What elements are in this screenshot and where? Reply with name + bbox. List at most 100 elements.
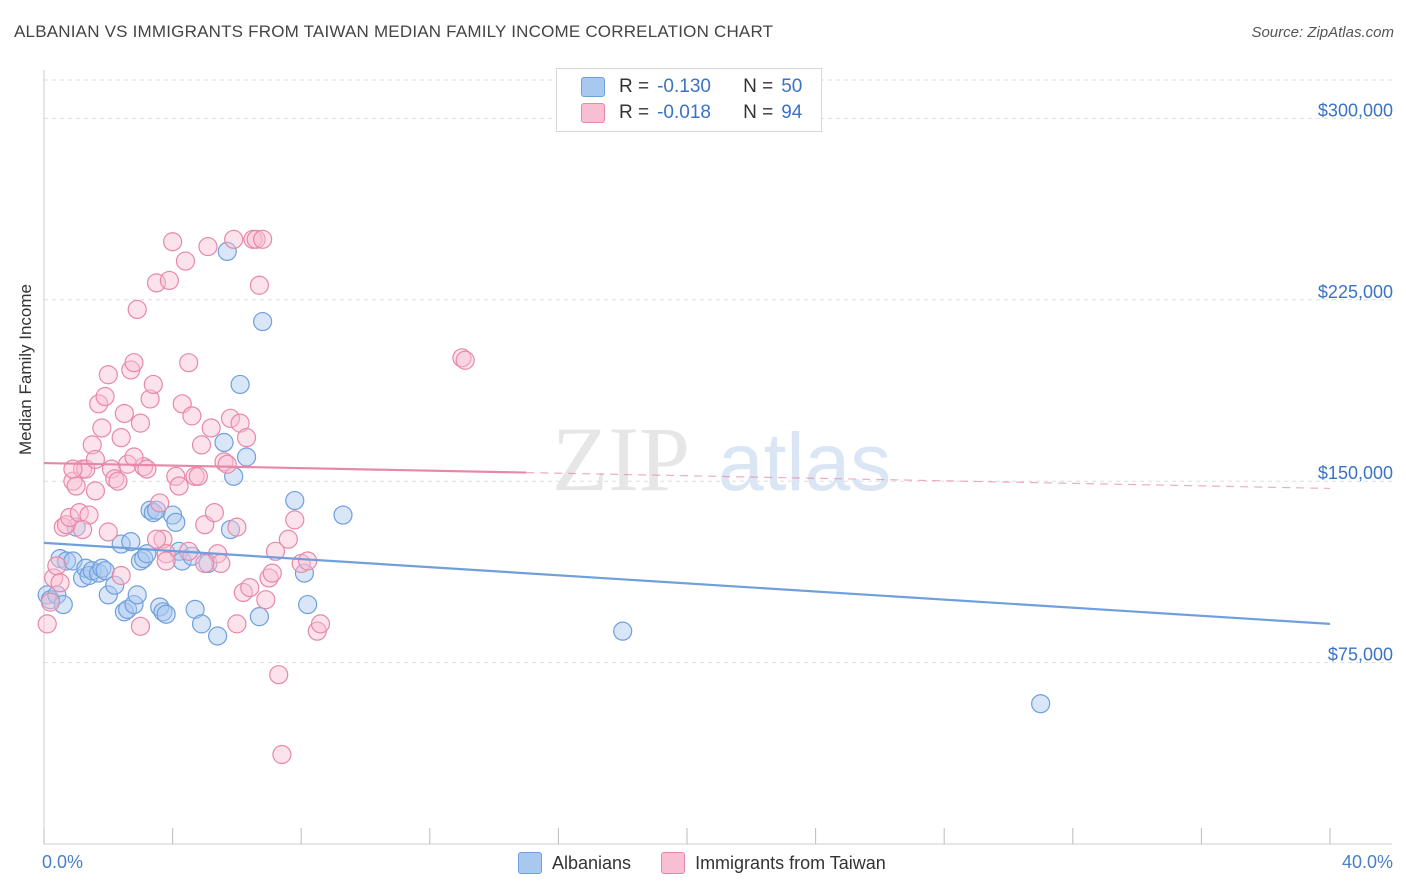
point-taiwan	[201, 418, 221, 438]
point-taiwan	[37, 614, 57, 634]
series-label-taiwan: Immigrants from Taiwan	[695, 852, 886, 873]
watermark-zip: ZIP	[552, 408, 690, 510]
point-taiwan	[40, 592, 61, 612]
point-taiwan	[220, 408, 241, 428]
point-albanian	[156, 604, 176, 624]
point-taiwan	[188, 466, 208, 486]
point-albanian	[253, 311, 273, 332]
point-taiwan	[175, 251, 196, 271]
point-albanian	[166, 512, 186, 532]
legend-swatch-albanians	[581, 77, 605, 97]
point-albanian	[140, 500, 160, 520]
trend-line-dashed-taiwan	[526, 471, 1331, 490]
point-albanian	[98, 585, 118, 605]
point-taiwan	[455, 350, 475, 370]
point-taiwan	[452, 348, 472, 368]
series-swatch-albanians	[518, 852, 542, 874]
point-taiwan	[227, 614, 247, 634]
point-albanian	[56, 551, 77, 571]
point-taiwan	[236, 428, 257, 448]
point-taiwan	[108, 471, 128, 491]
data-points	[37, 229, 1051, 765]
point-albanian	[92, 558, 112, 578]
watermark: ZIP atlas	[552, 408, 891, 510]
point-taiwan	[143, 374, 163, 395]
point-taiwan	[153, 529, 173, 549]
point-albanian	[230, 374, 250, 395]
x-axis-max-label: 40.0%	[1341, 852, 1393, 872]
point-albanian	[208, 626, 228, 646]
point-taiwan	[211, 553, 231, 574]
point-taiwan	[156, 551, 176, 571]
point-taiwan	[53, 517, 73, 537]
x-axis-min-label: 0.0%	[42, 852, 84, 872]
point-albanian	[121, 532, 141, 552]
point-taiwan	[150, 493, 170, 513]
point-taiwan	[249, 275, 270, 295]
point-taiwan	[191, 435, 212, 455]
point-taiwan	[182, 406, 202, 426]
point-taiwan	[127, 299, 147, 320]
point-albanian	[217, 241, 237, 262]
point-taiwan	[140, 389, 160, 409]
legend-row-albanians: R = -0.130 N = 50	[581, 75, 802, 99]
series-swatch-taiwan	[661, 852, 686, 874]
point-taiwan	[60, 507, 80, 528]
point-taiwan	[298, 551, 318, 571]
y-axis-label: Median Family Income	[16, 283, 35, 455]
point-taiwan	[111, 565, 131, 586]
point-albanian	[285, 490, 305, 511]
point-taiwan	[85, 481, 106, 501]
series-legend-taiwan[interactable]: Immigrants from Taiwan	[661, 852, 886, 874]
point-taiwan	[278, 529, 298, 549]
point-taiwan	[169, 476, 189, 496]
source-label: Source: ZipAtlas.com	[1251, 24, 1394, 41]
series-label-albanians: Albanians	[552, 852, 632, 873]
point-taiwan	[159, 270, 179, 291]
point-taiwan	[246, 229, 266, 249]
point-taiwan	[92, 418, 112, 438]
point-taiwan	[240, 578, 260, 598]
point-albanian	[114, 602, 134, 622]
point-taiwan	[98, 365, 118, 385]
point-albanian	[143, 503, 163, 523]
point-taiwan	[227, 517, 247, 537]
legend-n-value: 50	[781, 76, 803, 97]
point-taiwan	[124, 447, 144, 467]
y-tick-label: $225,000	[1318, 282, 1393, 302]
point-taiwan	[47, 556, 67, 576]
point-taiwan	[85, 449, 106, 470]
point-taiwan	[50, 573, 70, 593]
point-taiwan	[253, 229, 273, 249]
point-taiwan	[179, 353, 199, 373]
point-taiwan	[195, 553, 215, 574]
chart-title: ALBANIAN VS IMMIGRANTS FROM TAIWAN MEDIA…	[14, 22, 774, 41]
point-albanian	[130, 551, 151, 571]
gridlines	[44, 79, 1392, 664]
point-taiwan	[198, 236, 218, 257]
legend-r-value: -0.018	[657, 102, 711, 123]
point-taiwan	[105, 469, 125, 489]
point-taiwan	[262, 563, 282, 583]
watermark-atlas: atlas	[718, 417, 891, 508]
point-taiwan	[89, 394, 109, 414]
point-taiwan	[310, 614, 331, 634]
point-albanian	[613, 621, 633, 641]
point-taiwan	[66, 476, 86, 496]
series-legend: Albanians Immigrants from Taiwan	[518, 852, 916, 874]
point-taiwan	[72, 519, 93, 540]
point-albanian	[153, 602, 173, 622]
point-taiwan	[269, 665, 289, 685]
point-albanian	[249, 607, 270, 627]
series-legend-albanians[interactable]: Albanians	[518, 852, 631, 874]
y-tick-label: $75,000	[1328, 645, 1393, 665]
y-tick-label: $150,000	[1318, 463, 1393, 483]
axes	[43, 70, 1392, 845]
point-albanian	[333, 505, 353, 525]
point-taiwan	[130, 413, 151, 433]
point-taiwan	[224, 229, 244, 249]
legend-swatch-taiwan	[581, 103, 605, 123]
point-albanian	[127, 585, 147, 605]
trend-lines	[43, 461, 1331, 625]
trend-line-taiwan	[43, 461, 527, 474]
